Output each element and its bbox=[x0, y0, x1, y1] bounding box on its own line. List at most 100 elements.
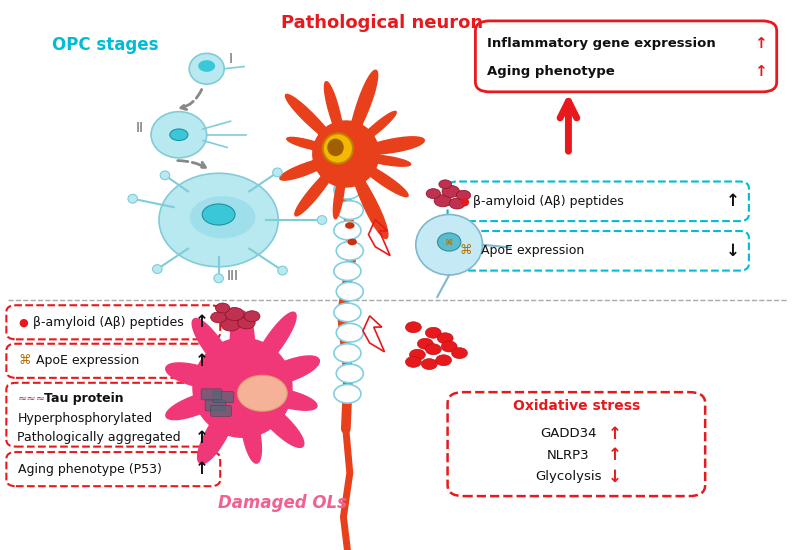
Text: Hyperphosphorylated: Hyperphosphorylated bbox=[17, 412, 153, 425]
Ellipse shape bbox=[317, 216, 327, 224]
Ellipse shape bbox=[189, 53, 224, 84]
Circle shape bbox=[405, 322, 421, 333]
Circle shape bbox=[456, 190, 471, 200]
Text: ↑: ↑ bbox=[196, 314, 209, 331]
Text: ⌘: ⌘ bbox=[460, 244, 472, 257]
Ellipse shape bbox=[159, 173, 278, 267]
Text: Damaged OLs: Damaged OLs bbox=[218, 494, 347, 512]
Ellipse shape bbox=[170, 129, 188, 140]
Circle shape bbox=[336, 201, 363, 219]
FancyBboxPatch shape bbox=[211, 405, 231, 416]
Circle shape bbox=[441, 341, 457, 352]
Circle shape bbox=[215, 303, 230, 313]
Ellipse shape bbox=[277, 266, 287, 275]
Text: β-amyloid (Aβ) peptides: β-amyloid (Aβ) peptides bbox=[473, 195, 624, 208]
Text: NLRP3: NLRP3 bbox=[547, 449, 590, 462]
Text: ApoE expression: ApoE expression bbox=[481, 244, 584, 257]
Text: ↑: ↑ bbox=[754, 36, 767, 51]
Text: Inflammatory gene expression: Inflammatory gene expression bbox=[487, 37, 716, 50]
Text: ↑: ↑ bbox=[726, 192, 739, 210]
Circle shape bbox=[426, 189, 440, 199]
Circle shape bbox=[225, 307, 244, 321]
Circle shape bbox=[417, 338, 433, 349]
Ellipse shape bbox=[190, 196, 255, 238]
Text: ⌘: ⌘ bbox=[18, 354, 31, 367]
Text: OPC stages: OPC stages bbox=[52, 36, 158, 53]
Circle shape bbox=[334, 344, 361, 362]
Ellipse shape bbox=[437, 233, 461, 251]
Text: Aging phenotype (P53): Aging phenotype (P53) bbox=[18, 463, 162, 476]
Circle shape bbox=[334, 262, 361, 280]
Text: I: I bbox=[229, 52, 233, 66]
Circle shape bbox=[347, 239, 357, 245]
Text: ●: ● bbox=[460, 196, 469, 206]
Circle shape bbox=[334, 384, 361, 403]
Circle shape bbox=[198, 60, 215, 72]
Text: ↑: ↑ bbox=[196, 460, 209, 478]
FancyBboxPatch shape bbox=[6, 344, 220, 378]
Text: ↑: ↑ bbox=[196, 352, 209, 370]
FancyBboxPatch shape bbox=[213, 392, 234, 403]
Text: ↓: ↓ bbox=[726, 242, 739, 260]
Ellipse shape bbox=[161, 171, 170, 180]
Text: ⌘: ⌘ bbox=[445, 238, 453, 247]
Ellipse shape bbox=[323, 134, 353, 164]
Text: Glycolysis: Glycolysis bbox=[535, 470, 602, 483]
Text: ApoE expression: ApoE expression bbox=[36, 354, 139, 367]
Polygon shape bbox=[165, 311, 320, 464]
Circle shape bbox=[345, 222, 355, 229]
Circle shape bbox=[334, 221, 361, 240]
Text: ↑: ↑ bbox=[754, 64, 767, 79]
Circle shape bbox=[238, 317, 255, 329]
Text: Oxidative stress: Oxidative stress bbox=[513, 399, 640, 414]
Circle shape bbox=[336, 282, 363, 301]
Text: II: II bbox=[135, 121, 143, 135]
Text: ●: ● bbox=[18, 317, 28, 327]
Circle shape bbox=[434, 195, 452, 207]
Circle shape bbox=[452, 348, 467, 359]
Circle shape bbox=[409, 349, 425, 360]
Text: Aging phenotype: Aging phenotype bbox=[487, 65, 615, 78]
FancyBboxPatch shape bbox=[448, 182, 749, 221]
Ellipse shape bbox=[238, 375, 287, 411]
Circle shape bbox=[211, 312, 227, 323]
Text: GADD34: GADD34 bbox=[540, 427, 597, 441]
Circle shape bbox=[405, 356, 421, 367]
FancyBboxPatch shape bbox=[205, 400, 226, 411]
Ellipse shape bbox=[214, 274, 223, 283]
Circle shape bbox=[244, 311, 260, 322]
Text: III: III bbox=[227, 270, 238, 283]
Text: Pathologically aggregated: Pathologically aggregated bbox=[17, 431, 181, 444]
Text: ↑: ↑ bbox=[607, 446, 622, 464]
Text: Pathological neuron: Pathological neuron bbox=[281, 14, 483, 32]
Circle shape bbox=[439, 180, 452, 189]
Circle shape bbox=[425, 327, 441, 338]
Text: ↑: ↑ bbox=[196, 428, 209, 447]
FancyBboxPatch shape bbox=[448, 231, 749, 271]
Circle shape bbox=[425, 344, 441, 355]
Circle shape bbox=[421, 359, 437, 370]
Text: ↓: ↓ bbox=[607, 468, 622, 486]
Polygon shape bbox=[280, 70, 425, 238]
Ellipse shape bbox=[153, 265, 162, 273]
Circle shape bbox=[336, 364, 363, 383]
Text: ≈≈≈: ≈≈≈ bbox=[17, 394, 45, 404]
FancyBboxPatch shape bbox=[448, 392, 705, 496]
Ellipse shape bbox=[416, 214, 483, 275]
Text: β-amyloid (Aβ) peptides: β-amyloid (Aβ) peptides bbox=[33, 316, 184, 329]
Text: ↑: ↑ bbox=[607, 425, 622, 443]
Ellipse shape bbox=[128, 194, 138, 203]
FancyBboxPatch shape bbox=[6, 383, 220, 447]
FancyBboxPatch shape bbox=[475, 21, 777, 92]
Ellipse shape bbox=[151, 112, 207, 158]
Circle shape bbox=[437, 333, 453, 344]
FancyBboxPatch shape bbox=[6, 452, 220, 486]
Ellipse shape bbox=[328, 139, 343, 156]
Text: Tau protein: Tau protein bbox=[44, 392, 123, 405]
Circle shape bbox=[334, 303, 361, 322]
Circle shape bbox=[221, 318, 240, 331]
Ellipse shape bbox=[273, 168, 282, 177]
FancyBboxPatch shape bbox=[6, 305, 220, 339]
Circle shape bbox=[336, 241, 363, 260]
Circle shape bbox=[436, 355, 452, 366]
